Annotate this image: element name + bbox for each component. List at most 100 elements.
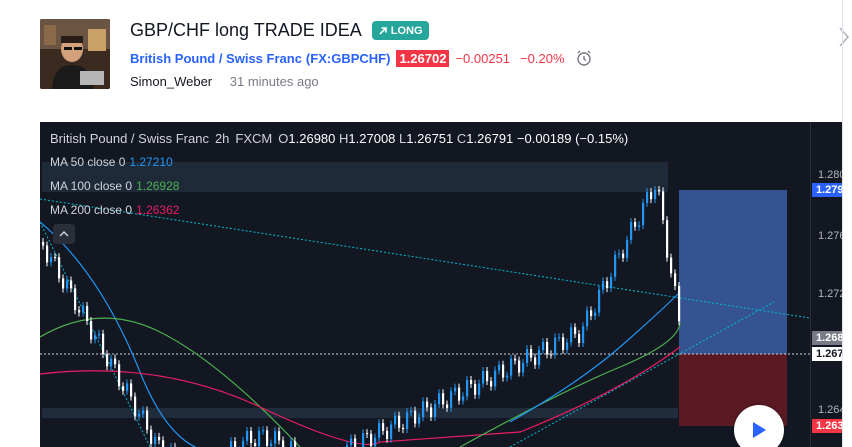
candle-body bbox=[554, 337, 557, 355]
candle-body bbox=[94, 335, 97, 340]
candle-body bbox=[454, 387, 457, 392]
candle-body bbox=[70, 280, 73, 289]
play-button[interactable] bbox=[734, 405, 784, 447]
candle-body bbox=[114, 358, 117, 365]
candle-body bbox=[390, 424, 393, 439]
candle-body bbox=[150, 429, 153, 444]
alarm-clock-icon[interactable] bbox=[575, 49, 593, 67]
candle-body bbox=[670, 257, 673, 274]
last-price-tag: 1.2679 bbox=[812, 347, 842, 361]
candles bbox=[42, 186, 681, 447]
candle-body bbox=[634, 222, 637, 227]
chart-panel[interactable]: British Pound / Swiss Franc 2h FXCM O1.2… bbox=[40, 122, 842, 447]
axis-tick: 1.2720 bbox=[818, 288, 842, 300]
badge-label: LONG bbox=[390, 24, 423, 37]
candle-body bbox=[406, 412, 409, 430]
collapse-indicators-button[interactable] bbox=[53, 224, 75, 244]
candle-body bbox=[606, 281, 609, 289]
candle-body bbox=[158, 436, 161, 441]
candle-body bbox=[154, 436, 157, 444]
symbol-row: British Pound / Swiss Franc ( FX:GBPCHF … bbox=[130, 49, 593, 67]
author-avatar[interactable] bbox=[40, 19, 110, 89]
candle-body bbox=[422, 401, 425, 418]
stop-price-tag: 1.2630 bbox=[812, 419, 842, 433]
chevron-right-icon[interactable] bbox=[838, 26, 850, 53]
candle-body bbox=[278, 431, 281, 441]
axis-tick: 1.2800 bbox=[818, 169, 842, 181]
candle-body bbox=[142, 410, 145, 414]
candle-body bbox=[254, 443, 257, 447]
ma100-legend[interactable]: MA 100 close 0 1.26928 bbox=[50, 179, 179, 193]
candle-body bbox=[478, 383, 481, 395]
candle-body bbox=[666, 220, 669, 258]
legend-c-label: C bbox=[456, 131, 467, 146]
ma-price-tag: 1.2680 bbox=[812, 331, 842, 345]
candle-body bbox=[434, 404, 437, 417]
candle-body bbox=[558, 337, 561, 339]
candle-body bbox=[398, 415, 401, 428]
legend-interval[interactable]: 2h bbox=[214, 131, 230, 146]
candle-body bbox=[122, 386, 125, 391]
axis-tick: 1.2640 bbox=[818, 404, 842, 416]
legend-change: −0.00189 (−0.15%) bbox=[516, 131, 629, 146]
candle-body bbox=[62, 278, 65, 289]
candle-body bbox=[366, 433, 369, 435]
play-icon bbox=[753, 422, 766, 438]
candle-body bbox=[602, 281, 605, 290]
candle-body bbox=[486, 371, 489, 382]
candle-body bbox=[266, 430, 269, 446]
legend-close: 1.26791 bbox=[466, 131, 514, 146]
ma50-legend[interactable]: MA 50 close 0 1.27210 bbox=[50, 155, 173, 169]
candle-body bbox=[570, 327, 573, 343]
candle-body bbox=[614, 254, 617, 277]
idea-title[interactable]: GBP/CHF long TRADE IDEA bbox=[130, 20, 362, 40]
candle-body bbox=[466, 379, 469, 397]
candle-body bbox=[66, 280, 69, 289]
candle-body bbox=[538, 349, 541, 365]
candle-body bbox=[550, 354, 553, 356]
candle-body bbox=[482, 371, 485, 384]
candle-body bbox=[290, 441, 293, 447]
ma100-value: 1.26928 bbox=[136, 179, 180, 193]
ticker-close-paren: ) bbox=[386, 50, 391, 66]
ma50-line-right bbox=[509, 291, 681, 423]
author-name[interactable]: Simon_Weber bbox=[130, 74, 213, 89]
avatar-photo bbox=[40, 19, 110, 89]
candle-body bbox=[50, 256, 53, 263]
ticker-link[interactable]: FX:GBPCHF bbox=[310, 50, 387, 66]
target-zone bbox=[679, 190, 787, 354]
candle-body bbox=[394, 415, 397, 425]
candle-body bbox=[270, 443, 273, 446]
candle-body bbox=[138, 413, 141, 417]
candle-body bbox=[498, 364, 501, 371]
candle-body bbox=[662, 191, 665, 221]
candle-body bbox=[426, 401, 429, 408]
candle-body bbox=[522, 363, 525, 373]
candle-body bbox=[674, 273, 677, 287]
candle-body bbox=[374, 437, 377, 447]
candle-body bbox=[442, 393, 445, 405]
candle-body bbox=[586, 310, 589, 327]
candle-body bbox=[246, 430, 249, 441]
candle-body bbox=[74, 288, 77, 311]
candle-body bbox=[450, 391, 453, 408]
candle-body bbox=[78, 310, 81, 313]
candle-body bbox=[410, 410, 413, 413]
symbol-name-link[interactable]: British Pound / Swiss Franc bbox=[130, 50, 302, 66]
candle-body bbox=[578, 334, 581, 343]
candle-body bbox=[378, 423, 381, 438]
price-chart[interactable] bbox=[40, 122, 842, 447]
candle-body bbox=[126, 383, 129, 391]
ma200-legend[interactable]: MA 200 close 0 1.26362 bbox=[50, 203, 179, 217]
candle-body bbox=[518, 360, 521, 373]
ma100-line-right bbox=[459, 321, 681, 447]
arrow-up-right-icon bbox=[379, 26, 387, 35]
ma200-line bbox=[40, 346, 681, 445]
axis-tick: 1.2760 bbox=[818, 230, 842, 242]
ma200-value: 1.26362 bbox=[136, 203, 180, 217]
candle-body bbox=[514, 358, 517, 361]
candle-body bbox=[262, 430, 265, 432]
price-axis[interactable] bbox=[810, 122, 842, 447]
candle-body bbox=[462, 396, 465, 401]
candle-body bbox=[258, 430, 261, 447]
